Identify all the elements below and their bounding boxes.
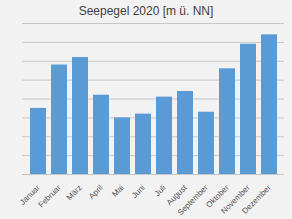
html-text:Seepegel 2020 [m ü. NN]: Seepegel 2020 [m ü. NN] [78, 4, 214, 18]
svg-text:Mai: Mai [110, 183, 126, 199]
svg-text:September: September [176, 183, 210, 217]
svg-text:Dezember: Dezember [240, 183, 273, 216]
svg-text:Juni: Juni [130, 183, 147, 200]
svg-text:November: November [219, 183, 252, 216]
svg-text:Februar: Februar [37, 183, 63, 209]
svg-text:März: März [65, 183, 84, 202]
svg-text:Januar: Januar [18, 183, 42, 207]
svg-text:Oktober: Oktober [204, 183, 231, 210]
svg-text:Juli: Juli [153, 183, 168, 198]
svg-text:August: August [164, 183, 189, 208]
svg-text:April: April [87, 183, 105, 201]
